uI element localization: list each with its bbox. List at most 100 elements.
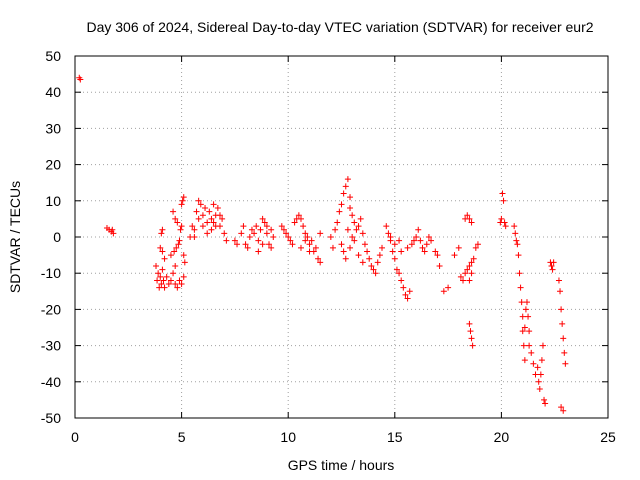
data-point [519, 328, 526, 335]
data-point [464, 266, 471, 273]
x-tick-label: 20 [494, 429, 510, 445]
data-point [231, 237, 238, 244]
data-point [512, 230, 519, 237]
data-point [156, 284, 163, 291]
data-point [499, 190, 506, 197]
data-point [548, 262, 555, 269]
data-point [376, 252, 383, 259]
data-point [469, 342, 476, 349]
data-point [398, 277, 405, 284]
data-point [259, 215, 266, 222]
data-point [522, 306, 529, 313]
data-point [170, 270, 177, 277]
data-point [406, 288, 413, 295]
data-point [468, 335, 475, 342]
data-points [76, 74, 569, 414]
data-point [159, 226, 166, 233]
data-point [163, 273, 170, 280]
y-tick-label: 20 [45, 157, 61, 173]
data-point [353, 226, 360, 233]
data-point [327, 234, 334, 240]
data-point [349, 212, 356, 219]
data-point [338, 241, 345, 248]
data-point [521, 324, 528, 331]
data-point [525, 313, 532, 320]
data-point [400, 284, 407, 291]
data-point [172, 262, 179, 269]
data-point [297, 244, 304, 251]
data-point [402, 291, 409, 298]
data-point [404, 295, 411, 302]
data-point [193, 208, 200, 215]
data-point [560, 407, 567, 414]
data-point [175, 241, 182, 248]
x-tick-label: 15 [387, 429, 403, 445]
data-point [268, 226, 275, 233]
data-point [174, 219, 181, 226]
data-point [536, 386, 543, 393]
data-point [436, 262, 443, 269]
data-point [514, 241, 521, 248]
data-point [202, 205, 209, 212]
data-point [472, 244, 479, 251]
data-point [306, 241, 313, 248]
data-point [158, 230, 165, 237]
data-point [158, 281, 165, 288]
data-point [502, 223, 509, 230]
data-point [460, 277, 467, 284]
data-point [387, 234, 394, 240]
data-point [432, 248, 439, 255]
data-point [520, 342, 527, 349]
y-tick-label: -20 [41, 301, 61, 317]
data-point [255, 248, 262, 255]
data-point [391, 255, 398, 262]
data-point [561, 349, 568, 356]
chart-title: Day 306 of 2024, Sidereal Day-to-day VTE… [86, 19, 593, 35]
data-point [246, 234, 253, 240]
x-tick-label: 25 [600, 429, 616, 445]
data-point [189, 223, 196, 230]
data-point [302, 237, 309, 244]
y-tick-label: 0 [53, 229, 61, 245]
data-point [287, 237, 294, 244]
data-point [180, 252, 187, 259]
data-point [332, 226, 339, 233]
data-point [421, 248, 428, 255]
data-point [342, 183, 349, 190]
data-point [532, 371, 539, 378]
data-point [171, 248, 178, 255]
plot-frame [74, 55, 609, 419]
data-point [542, 400, 549, 407]
y-tick-label: 50 [45, 48, 61, 64]
data-point [214, 205, 221, 212]
data-point [464, 212, 471, 219]
data-point [349, 234, 356, 240]
grid [75, 56, 608, 418]
data-point [234, 241, 241, 248]
data-point [195, 197, 202, 204]
y-tick-label: 10 [45, 193, 61, 209]
data-point [340, 190, 347, 197]
data-point [374, 259, 381, 266]
data-point [419, 244, 426, 251]
data-point [501, 219, 508, 226]
data-point [468, 270, 475, 277]
data-point [248, 226, 255, 233]
data-point [180, 194, 187, 201]
data-point [291, 219, 298, 226]
data-point [178, 281, 185, 288]
data-point [317, 230, 324, 237]
data-point [315, 255, 322, 262]
data-point [457, 273, 464, 280]
data-point [179, 197, 186, 204]
data-point [344, 176, 351, 183]
y-tick-label: -40 [41, 374, 61, 390]
data-point [342, 255, 349, 262]
data-point [355, 223, 362, 230]
data-point [295, 212, 302, 219]
data-point [389, 248, 396, 255]
data-point [340, 248, 347, 255]
data-point [165, 281, 172, 288]
data-point [336, 208, 343, 215]
data-point [308, 237, 315, 244]
